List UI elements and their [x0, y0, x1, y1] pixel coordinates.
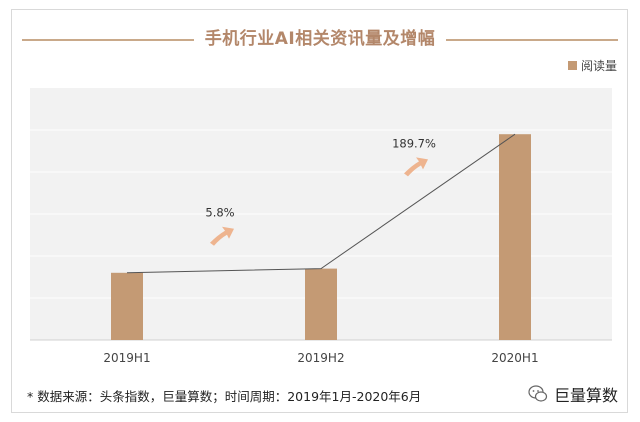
growth-label: 189.7%	[392, 136, 436, 150]
x-tick-label: 2019H2	[297, 351, 344, 365]
growth-arrow-icon	[210, 226, 234, 246]
trend-line	[126, 133, 516, 274]
growth-label: 5.8%	[205, 206, 234, 220]
footer-note: * 数据来源：头条指数，巨量算数；时间周期：2019年1月-2020年6月	[27, 389, 422, 404]
chart-legend: 阅读量	[568, 57, 617, 74]
title-row: 手机行业AI相关资讯量及增幅	[0, 9, 640, 49]
wechat-icon	[528, 385, 548, 402]
bar-2020H1	[499, 134, 531, 340]
legend-swatch	[568, 61, 577, 70]
title-rule-left	[22, 39, 194, 41]
chart-title: 手机行业AI相关资讯量及增幅	[204, 29, 436, 49]
brand: 巨量算数	[528, 382, 618, 406]
bar-2019H2	[305, 268, 337, 340]
legend-label: 阅读量	[581, 59, 618, 73]
bar-2019H1	[111, 272, 143, 340]
x-tick-label: 2019H1	[103, 351, 150, 365]
x-tick-label: 2020H1	[491, 351, 538, 365]
growth-arrow-icon	[404, 157, 428, 177]
title-rule-right	[446, 39, 618, 41]
brand-name: 巨量算数	[554, 386, 619, 405]
